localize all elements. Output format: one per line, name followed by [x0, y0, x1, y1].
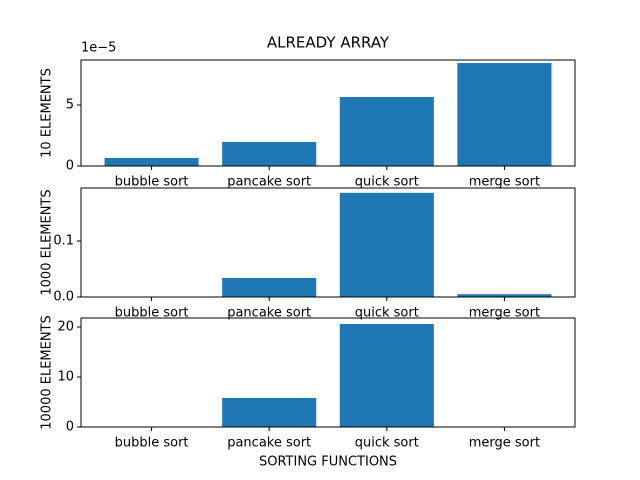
axis-offset: 1e−5 — [81, 41, 116, 56]
x-tick-label: quick sort — [355, 175, 419, 190]
x-tick-label: merge sort — [469, 436, 540, 451]
x-tick-label: pancake sort — [227, 436, 311, 451]
x-axis-label: SORTING FUNCTIONS — [259, 455, 397, 470]
y-tick-label: 0 — [66, 159, 74, 174]
x-tick-label: pancake sort — [227, 175, 311, 190]
axes-frame — [80, 59, 576, 167]
y-tick-label: 5 — [66, 98, 74, 113]
y-axis-label: 10000 ELEMENTS — [40, 315, 55, 430]
bar — [222, 398, 317, 427]
bar — [339, 96, 434, 166]
y-tick-label: 0.0 — [53, 290, 74, 305]
y-axis-label: 10 ELEMENTS — [40, 68, 55, 158]
y-tick-label: 0.1 — [53, 233, 74, 248]
x-tick-label: quick sort — [355, 306, 419, 321]
x-tick-label: quick sort — [355, 436, 419, 451]
bar — [104, 157, 199, 166]
axes-frame — [80, 317, 576, 428]
y-axis-label: 1000 ELEMENTS — [40, 189, 55, 295]
y-tick-label: 10 — [57, 370, 74, 385]
y-tick-label: 0 — [66, 420, 74, 435]
axes-frame — [80, 187, 576, 298]
x-tick-label: bubble sort — [115, 175, 189, 190]
bar — [339, 192, 434, 297]
bar — [457, 294, 552, 297]
bar — [222, 141, 317, 166]
x-tick-label: bubble sort — [115, 306, 189, 321]
chart-title: ALREADY ARRAY — [267, 34, 390, 52]
x-tick-label: merge sort — [469, 175, 540, 190]
x-tick-label: bubble sort — [115, 436, 189, 451]
bar — [457, 63, 552, 166]
x-tick-label: merge sort — [469, 306, 540, 321]
x-tick-label: pancake sort — [227, 306, 311, 321]
y-tick-label: 20 — [57, 320, 74, 335]
bar — [339, 324, 434, 427]
bar — [222, 277, 317, 297]
